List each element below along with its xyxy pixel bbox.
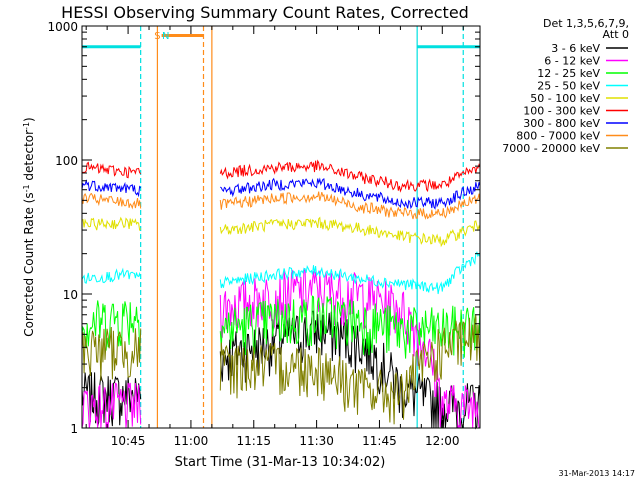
chart-title: HESSI Observing Summary Count Rates, Cor…	[61, 3, 469, 22]
series-line-8-segment-1	[219, 314, 481, 425]
y-axis-label-exponent-2: -1	[22, 122, 31, 130]
y-tick-label: 100	[55, 154, 78, 168]
series-line-2-segment-0	[81, 300, 142, 351]
legend-label: 800 - 7000 keV	[516, 130, 600, 143]
legend-label: 300 - 800 keV	[523, 117, 600, 130]
x-tick-label: 11:30	[299, 434, 334, 448]
y-axis-label: Corrected Count Rate (s-1 detector-1)	[22, 117, 37, 336]
legend-label: 7000 - 20000 keV	[502, 142, 600, 155]
legend-header-line-2: Att 0	[603, 28, 629, 41]
series-line-3-segment-0	[81, 267, 142, 284]
y-axis-label-part-3: )	[22, 117, 36, 122]
series-line-8-segment-0	[81, 326, 142, 381]
series-line-4-segment-0	[81, 216, 142, 232]
legend-label: 3 - 6 keV	[551, 42, 600, 55]
y-tick-label: 10	[63, 288, 78, 302]
series-line-5-segment-1	[219, 159, 481, 193]
legend-label: 100 - 300 keV	[523, 105, 600, 118]
legend-label: 50 - 100 keV	[530, 92, 600, 105]
y-tick-label: 1	[70, 422, 78, 436]
x-tick-label: 10:45	[111, 434, 146, 448]
y-tick-label: 1000	[47, 20, 78, 34]
x-tick-label: 11:15	[236, 434, 271, 448]
x-axis-label: Start Time (31-Mar-13 10:34:02)	[175, 455, 386, 470]
y-axis-label-part-1: Corrected Count Rate (s	[22, 192, 36, 336]
series-line-7-segment-1	[219, 191, 481, 220]
series-line-7-segment-0	[81, 192, 142, 210]
series-line-6-segment-1	[220, 177, 481, 210]
series-line-4-segment-1	[219, 216, 481, 248]
x-tick-label: 11:00	[174, 434, 209, 448]
flag-label-n: N	[162, 31, 169, 42]
legend-label: 6 - 12 keV	[544, 55, 600, 68]
legend-label: 12 - 25 keV	[537, 67, 600, 80]
x-tick-label: 12:00	[425, 434, 460, 448]
series-line-6-segment-0	[81, 179, 142, 198]
y-axis-label-exponent-1: -1	[22, 184, 31, 192]
plot-area: SN	[81, 26, 481, 430]
plot-frame	[81, 25, 481, 429]
series-line-3-segment-1	[219, 251, 481, 295]
series-line-5-segment-0	[81, 161, 142, 179]
series-line-2-segment-1	[219, 295, 481, 359]
legend-header: Det 1,3,5,6,7,9, Att 0	[543, 17, 629, 41]
series-line-1-segment-0	[81, 382, 142, 429]
x-tick-label: 11:45	[362, 434, 397, 448]
series-line-0-segment-1	[219, 310, 481, 430]
timestamp: 31-Mar-2013 14:17	[559, 469, 636, 478]
legend-label: 25 - 50 keV	[537, 80, 600, 93]
y-axis: 1 10 100 1000	[47, 20, 480, 436]
y-axis-label-part-2: detector	[22, 130, 36, 185]
legend-header-line-1: Det 1,3,5,6,7,9,	[543, 17, 629, 30]
x-axis: 10:45 11:00 11:15 11:30 11:45 12:00	[85, 26, 464, 448]
